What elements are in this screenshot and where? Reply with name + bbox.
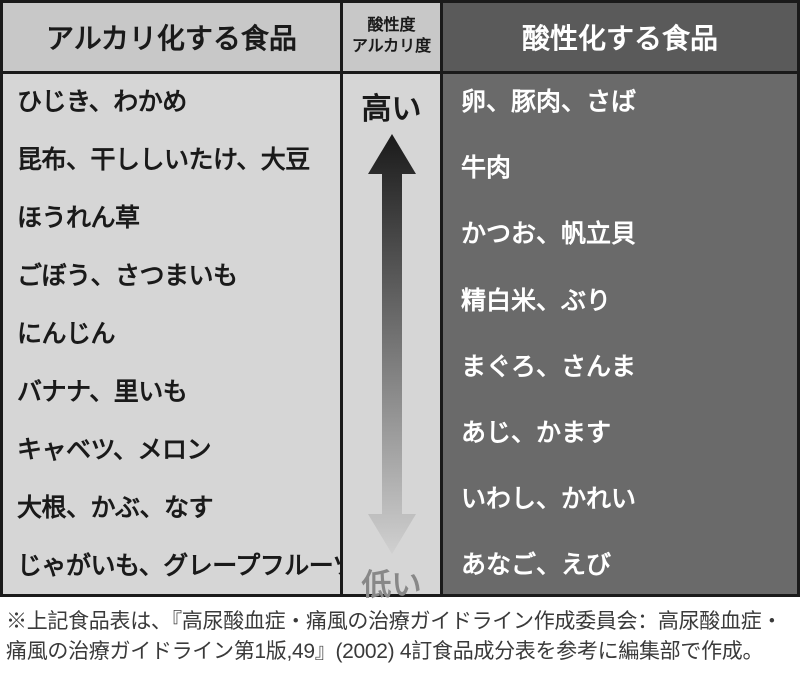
list-item: ひじき、わかめ xyxy=(17,86,326,119)
list-item: かつお、帆立貝 xyxy=(461,218,779,251)
list-item: 大根、かぶ、なす xyxy=(17,492,326,525)
list-item: にんじん xyxy=(17,318,326,351)
list-item: 昆布、干ししいたけ、大豆 xyxy=(17,144,326,177)
double-arrow-icon xyxy=(368,134,416,554)
header-alkaline: アルカリ化する食品 xyxy=(3,3,343,71)
scale-low-label: 低い xyxy=(362,560,422,604)
header-scale: 酸性度 アルカリ度 xyxy=(343,3,443,71)
list-item: あじ、かます xyxy=(461,417,779,450)
scale-column: 高い 低い xyxy=(343,74,443,594)
alkaline-column: ひじき、わかめ 昆布、干ししいたけ、大豆 ほうれん草 ごぼう、さつまいも にんじ… xyxy=(3,74,343,594)
scale-high-label: 高い xyxy=(362,84,422,128)
footnote: ※上記食品表は、『高尿酸血症・痛風の治療ガイドライン作成委員会：高尿酸血症・痛風… xyxy=(0,597,800,678)
header-row: アルカリ化する食品 酸性度 アルカリ度 酸性化する食品 xyxy=(3,3,797,74)
list-item: いわし、かれい xyxy=(461,483,779,516)
list-item: ごぼう、さつまいも xyxy=(17,260,326,293)
list-item: あなご、えび xyxy=(461,549,779,582)
food-acidity-chart: アルカリ化する食品 酸性度 アルカリ度 酸性化する食品 ひじき、わかめ 昆布、干… xyxy=(0,0,800,597)
list-item: キャベツ、メロン xyxy=(17,434,326,467)
header-acidic: 酸性化する食品 xyxy=(443,3,797,71)
list-item: 精白米、ぶり xyxy=(461,285,779,318)
list-item: じゃがいも、グレープフルーツ xyxy=(17,550,326,583)
header-scale-line1: 酸性度 xyxy=(347,16,436,37)
list-item: ほうれん草 xyxy=(17,202,326,235)
body-row: ひじき、わかめ 昆布、干ししいたけ、大豆 ほうれん草 ごぼう、さつまいも にんじ… xyxy=(3,74,797,594)
list-item: 牛肉 xyxy=(461,152,779,185)
list-item: まぐろ、さんま xyxy=(461,351,779,384)
list-item: バナナ、里いも xyxy=(17,376,326,409)
acidic-column: 卵、豚肉、さば 牛肉 かつお、帆立貝 精白米、ぶり まぐろ、さんま あじ、かます… xyxy=(443,74,797,594)
header-scale-line2: アルカリ度 xyxy=(347,37,436,58)
list-item: 卵、豚肉、さば xyxy=(461,86,779,119)
